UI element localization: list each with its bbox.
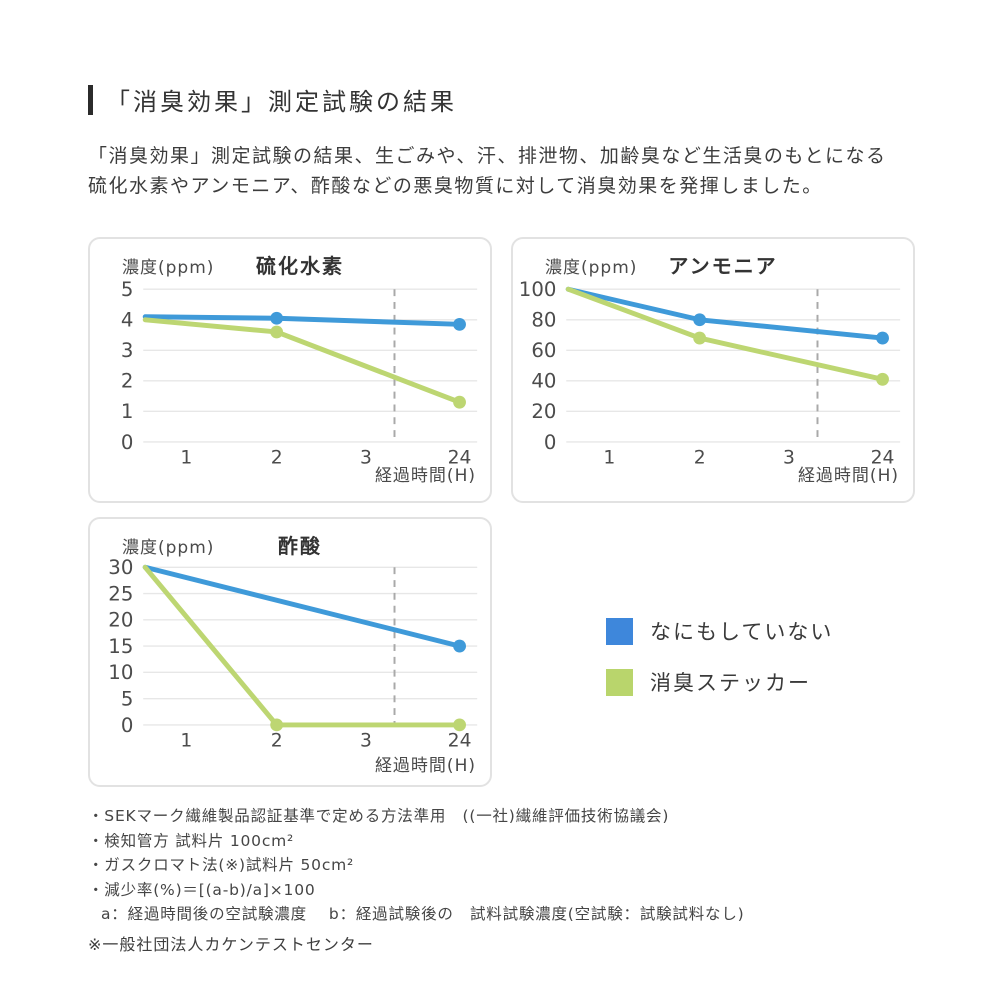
svg-text:2: 2 bbox=[694, 448, 706, 469]
legend: なにもしていない 消臭ステッカー bbox=[606, 616, 833, 697]
svg-text:2: 2 bbox=[271, 731, 283, 752]
svg-text:3: 3 bbox=[783, 448, 795, 469]
chart-panel-ammonia: 濃度(ppm) アンモニア 100 80 60 40 20 0 1 2 3 24 経過時間(H) bbox=[511, 237, 915, 503]
svg-text:30: 30 bbox=[108, 556, 133, 579]
footer-note: ※一般社団法人カケンテストセンター bbox=[88, 935, 374, 954]
svg-text:2: 2 bbox=[121, 370, 134, 393]
x-axis-unit-label: 経過時間(H) bbox=[797, 466, 899, 486]
legend-label-untreated: なにもしていない bbox=[650, 620, 834, 644]
note-line: ・SEKマーク繊維製品認証基準で定める方法準用 ((一社)繊維評価技術協議会) bbox=[88, 807, 670, 825]
line-chart-ammonia: 100 80 60 40 20 0 1 2 3 24 bbox=[519, 278, 901, 469]
intro-line-2: 硫化水素やアンモニア、酢酸などの悪臭物質に対して消臭効果を発揮しました。 bbox=[88, 175, 823, 197]
svg-text:0: 0 bbox=[544, 431, 557, 454]
legend-swatch-green bbox=[606, 668, 633, 696]
svg-text:4: 4 bbox=[121, 309, 134, 332]
legend-label-deodorant-sticker: 消臭ステッカー bbox=[650, 671, 811, 695]
legend-swatch-blue bbox=[606, 617, 633, 645]
svg-text:24: 24 bbox=[448, 731, 472, 752]
svg-text:1: 1 bbox=[180, 731, 192, 752]
svg-text:20: 20 bbox=[108, 609, 133, 632]
chart-panel-acetic-acid: 濃度(ppm) 酢酸 30 25 20 15 10 5 0 1 2 3 24 経過時間(H) bbox=[88, 517, 492, 787]
note-line: ・ガスクロマト法(※)試料片 50cm² bbox=[88, 856, 355, 874]
svg-text:20: 20 bbox=[531, 400, 556, 423]
svg-text:15: 15 bbox=[108, 635, 133, 658]
line-chart-hydrogen-sulfide: 5 4 3 2 1 0 1 2 3 24 bbox=[121, 278, 478, 469]
svg-text:5: 5 bbox=[121, 278, 134, 301]
note-line: ・検知管方 試料片 100cm² bbox=[88, 831, 295, 850]
chart-title-hydrogen-sulfide: 硫化水素 bbox=[256, 254, 344, 278]
svg-text:10: 10 bbox=[108, 661, 133, 684]
intro-line-1: 「消臭効果」測定試験の結果、生ごみや、汗、排泄物、加齢臭など生活臭のもとになる bbox=[88, 145, 887, 167]
svg-text:3: 3 bbox=[360, 731, 372, 752]
y-axis-unit-label: 濃度(ppm) bbox=[122, 258, 215, 278]
x-axis-unit-label: 経過時間(H) bbox=[374, 466, 476, 486]
svg-text:80: 80 bbox=[531, 309, 556, 332]
page-header: 「消臭効果」測定試験の結果 bbox=[88, 82, 457, 117]
y-axis-unit-label: 濃度(ppm) bbox=[122, 538, 215, 558]
title-accent-bar bbox=[88, 84, 93, 115]
y-axis-unit-label: 濃度(ppm) bbox=[545, 258, 638, 278]
svg-text:3: 3 bbox=[360, 448, 372, 469]
svg-text:1: 1 bbox=[603, 448, 615, 469]
svg-text:1: 1 bbox=[121, 400, 134, 423]
svg-text:24: 24 bbox=[871, 448, 895, 469]
method-notes: ・SEKマーク繊維製品認証基準で定める方法準用 ((一社)繊維評価技術協議会) … bbox=[88, 804, 744, 927]
svg-text:0: 0 bbox=[121, 714, 134, 737]
chart-title-acetic-acid: 酢酸 bbox=[278, 534, 322, 558]
svg-text:25: 25 bbox=[108, 582, 133, 605]
legend-item-deodorant-sticker: 消臭ステッカー bbox=[606, 667, 833, 697]
svg-text:40: 40 bbox=[531, 370, 556, 393]
note-line: a：経過時間後の空試験濃度 b：経過試験後の 試料試験濃度(空試験：試験試料なし… bbox=[101, 905, 745, 923]
svg-text:100: 100 bbox=[519, 278, 557, 301]
chart-title-ammonia: アンモニア bbox=[668, 254, 778, 278]
svg-text:60: 60 bbox=[531, 339, 556, 362]
x-axis-unit-label: 経過時間(H) bbox=[374, 756, 476, 776]
svg-text:3: 3 bbox=[121, 339, 134, 362]
svg-text:1: 1 bbox=[180, 448, 192, 469]
svg-text:5: 5 bbox=[121, 688, 134, 711]
note-line: ・減少率(%)＝[(a-b)/a]×100 bbox=[88, 880, 316, 899]
line-chart-acetic-acid: 30 25 20 15 10 5 0 1 2 3 24 bbox=[108, 556, 478, 752]
svg-text:0: 0 bbox=[121, 431, 134, 454]
intro-paragraph: 「消臭効果」測定試験の結果、生ごみや、汗、排泄物、加齢臭など生活臭のもとになる … bbox=[88, 141, 887, 201]
legend-item-untreated: なにもしていない bbox=[606, 616, 833, 646]
page-title: 「消臭効果」測定試験の結果 bbox=[106, 88, 457, 116]
svg-text:2: 2 bbox=[271, 448, 283, 469]
chart-panel-hydrogen-sulfide: 濃度(ppm) 硫化水素 5 4 3 2 1 0 1 2 3 24 経過時間(H) bbox=[88, 237, 492, 503]
svg-text:24: 24 bbox=[448, 448, 472, 469]
